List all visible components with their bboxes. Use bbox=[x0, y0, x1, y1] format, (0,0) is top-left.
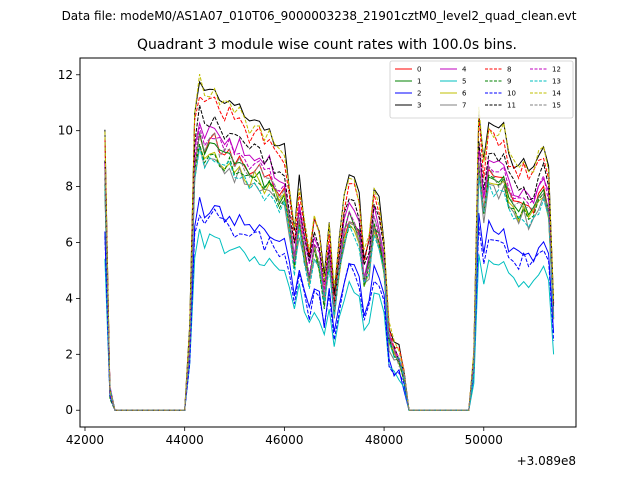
series-line-14 bbox=[104, 73, 555, 411]
legend-box bbox=[389, 60, 574, 119]
legend-label-6: 6 bbox=[462, 90, 467, 98]
x-tick-label: 42000 bbox=[66, 433, 104, 447]
legend-label-4: 4 bbox=[462, 66, 467, 74]
x-tick-label: 48000 bbox=[365, 433, 403, 447]
legend-label-15: 15 bbox=[552, 102, 561, 110]
y-tick-label: 4 bbox=[65, 291, 73, 305]
x-tick-label: 46000 bbox=[265, 433, 303, 447]
legend-label-1: 1 bbox=[417, 78, 421, 86]
legend-label-10: 10 bbox=[507, 90, 516, 98]
x-tick-label: 50000 bbox=[465, 433, 503, 447]
suptitle: Data file: modeM0/AS1A07_010T06_90000032… bbox=[62, 9, 577, 23]
y-tick-label: 0 bbox=[65, 403, 73, 417]
x-tick-label: 44000 bbox=[166, 433, 204, 447]
legend-label-0: 0 bbox=[417, 66, 421, 74]
legend-label-13: 13 bbox=[552, 78, 561, 86]
series-line-15 bbox=[104, 131, 555, 411]
y-tick-label: 10 bbox=[58, 124, 73, 138]
legend-label-14: 14 bbox=[552, 90, 561, 98]
legend-label-5: 5 bbox=[462, 78, 466, 86]
legend-label-3: 3 bbox=[417, 102, 421, 110]
legend-label-11: 11 bbox=[507, 102, 516, 110]
legend-label-8: 8 bbox=[507, 66, 511, 74]
series-line-12 bbox=[104, 127, 555, 411]
y-tick-label: 6 bbox=[65, 236, 73, 250]
legend-label-7: 7 bbox=[462, 102, 466, 110]
y-tick-label: 8 bbox=[65, 180, 73, 194]
series-layer bbox=[104, 73, 555, 411]
x-offset-label: +3.089e8 bbox=[517, 454, 576, 468]
series-line-9 bbox=[104, 143, 555, 411]
legend-label-2: 2 bbox=[417, 90, 421, 98]
chart-title: Quadrant 3 module wise count rates with … bbox=[137, 37, 517, 53]
legend-label-9: 9 bbox=[507, 78, 511, 86]
y-tick-label: 12 bbox=[58, 68, 73, 82]
y-tick-label: 2 bbox=[65, 347, 73, 361]
legend-label-12: 12 bbox=[552, 66, 561, 74]
